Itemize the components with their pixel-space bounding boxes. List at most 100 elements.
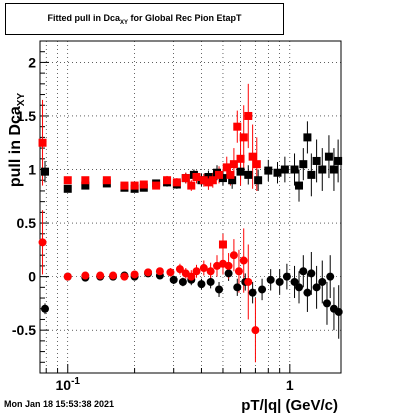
data-point-circle <box>258 285 267 294</box>
data-point-circle <box>299 267 308 276</box>
data-point-circle <box>206 277 215 286</box>
data-point-square <box>252 160 261 169</box>
data-point-circle <box>192 267 201 276</box>
data-point-circle <box>244 277 253 286</box>
data-point-circle <box>120 272 129 281</box>
data-point-square <box>199 176 208 185</box>
data-point-square <box>204 173 213 182</box>
data-points-layer <box>38 111 343 335</box>
data-point-square <box>181 174 190 183</box>
data-point-circle <box>239 256 248 265</box>
data-point-square <box>130 181 139 190</box>
data-point-circle <box>275 277 284 286</box>
data-point-square <box>152 181 161 190</box>
data-point-square <box>204 178 213 187</box>
data-point-square <box>228 176 237 185</box>
y-axis-label-subscript: XY <box>16 93 27 107</box>
data-point-square <box>192 173 201 182</box>
y-tick-label: 1.5 <box>17 108 37 124</box>
data-point-square <box>324 152 333 161</box>
data-point-square <box>229 160 238 169</box>
data-point-square <box>254 176 263 185</box>
data-point-circle <box>266 275 275 284</box>
data-point-square <box>299 160 308 169</box>
grid-layer <box>40 41 341 373</box>
x-axis-label: pT/|q| (GeV/c) <box>241 397 338 414</box>
y-axis-label: pull in DcaXY <box>7 93 27 188</box>
data-point-circle <box>224 261 233 270</box>
data-point-circle <box>307 269 316 278</box>
y-tick-label: 0.5 <box>17 215 37 231</box>
data-point-circle <box>295 283 304 292</box>
data-point-circle <box>318 277 327 286</box>
data-point-circle <box>206 267 215 276</box>
data-point-circle <box>155 267 164 276</box>
data-point-circle <box>109 271 118 280</box>
data-point-square <box>318 165 327 174</box>
tick-labels-layer: -0.5 0 0.5 1 1.5 2 10-1 1 <box>12 54 294 393</box>
data-point-circle <box>130 270 139 279</box>
data-point-circle <box>224 269 233 278</box>
data-point-square <box>248 152 257 161</box>
data-point-circle <box>215 285 224 294</box>
data-point-circle <box>187 272 196 281</box>
chart-title-tail: for Global Rec Pion EtapT <box>128 13 242 23</box>
data-point-circle <box>41 304 50 313</box>
data-point-circle <box>234 267 243 276</box>
data-point-circle <box>197 280 206 289</box>
data-point-circle <box>322 299 331 308</box>
chart-title-subscript: XY <box>119 19 128 26</box>
y-tick-label: 2 <box>28 54 36 70</box>
data-point-square <box>307 170 316 179</box>
data-point-circle <box>81 271 90 280</box>
data-point-circle <box>312 283 321 292</box>
data-point-square <box>312 156 321 165</box>
data-point-square <box>81 176 90 185</box>
data-point-circle <box>233 283 242 292</box>
data-point-square <box>120 181 129 190</box>
data-point-square <box>290 165 299 174</box>
data-point-circle <box>334 307 343 316</box>
data-point-circle <box>169 275 178 284</box>
data-point-circle <box>175 265 184 274</box>
data-point-circle <box>38 238 47 247</box>
data-point-square <box>38 138 47 147</box>
data-point-square <box>41 167 50 176</box>
data-point-square <box>63 176 72 185</box>
data-point-square <box>280 165 289 174</box>
data-point-circle <box>63 272 72 281</box>
data-point-square <box>222 163 231 172</box>
data-point-circle <box>166 268 175 277</box>
data-point-square <box>63 184 72 193</box>
data-point-circle <box>199 264 208 273</box>
data-point-circle <box>178 277 187 286</box>
data-point-square <box>236 167 245 176</box>
data-point-circle <box>282 272 291 281</box>
data-point-circle <box>229 251 238 260</box>
chart-title: Fitted pull in DcaXY for Global Rec Pion… <box>6 13 283 26</box>
x-tick-label: 1 <box>286 377 294 393</box>
data-point-square <box>102 176 111 185</box>
data-point-square <box>239 133 248 142</box>
data-point-square <box>139 180 148 189</box>
data-point-square <box>81 181 90 190</box>
data-point-circle <box>144 268 153 277</box>
data-point-square <box>172 178 181 187</box>
data-point-square <box>244 111 253 120</box>
data-point-square <box>163 176 172 185</box>
data-point-circle <box>303 288 312 297</box>
data-point-square <box>208 176 217 185</box>
error-bars-layer <box>42 83 340 363</box>
data-point-circle <box>290 277 299 286</box>
data-point-square <box>215 170 224 179</box>
data-point-circle <box>248 288 257 297</box>
data-point-square <box>273 168 282 177</box>
data-point-square <box>233 122 242 131</box>
footer-timestamp: Mon Jan 18 15:53:38 2021 <box>4 399 115 409</box>
x-tick-label-base: 10 <box>56 377 72 393</box>
data-point-circle <box>96 271 105 280</box>
chart-title-box: Fitted pull in DcaXY for Global Rec Pion… <box>5 3 284 35</box>
data-point-circle <box>251 326 260 335</box>
data-point-square <box>303 133 312 142</box>
data-point-square <box>236 154 245 163</box>
